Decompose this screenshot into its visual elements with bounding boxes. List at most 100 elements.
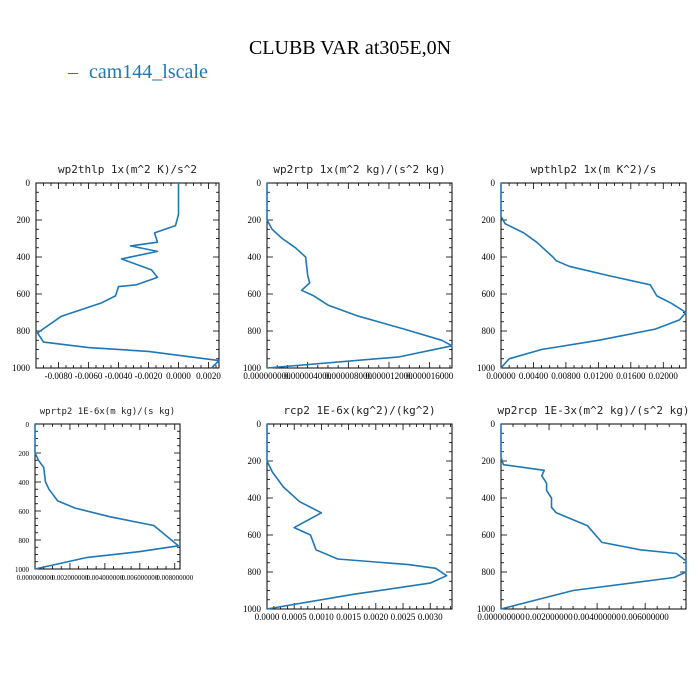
- x-tick-label: 0.000004000: [284, 371, 332, 381]
- panels: wp2thlp 1x(m^2 K)/s^2 0 200 400 600 800 1000 -0…: [12, 163, 690, 622]
- panel-title: wp2rtp 1x(m^2 kg)/(s^2 kg): [273, 163, 445, 176]
- y-tick-label: 600: [248, 530, 262, 540]
- x-tick-label: -0.0060: [75, 371, 103, 381]
- panel-title: rcp2 1E-6x(kg^2)/(kg^2): [283, 404, 435, 417]
- y-tick-label: 0: [491, 419, 496, 429]
- y-tick-label: 1000: [12, 363, 31, 373]
- plot-frame: [266, 423, 453, 610]
- panel-4: wprtp2 1E-6x(m kg)/(s kg) 0 200 400 600 800 10…: [15, 407, 194, 582]
- x-tick-label: 0.01600: [616, 371, 646, 381]
- series-line: [500, 183, 687, 369]
- series-line: [266, 424, 448, 610]
- y-tick-label: 200: [17, 215, 31, 225]
- y-tick-label: 600: [248, 289, 262, 299]
- x-tick-label: 0.000012000: [365, 371, 413, 381]
- legend-label: cam144_lscale: [89, 61, 208, 83]
- y-tick-label: 200: [482, 215, 496, 225]
- x-tick-label: -0.0020: [135, 371, 163, 381]
- plot-frame: [34, 423, 181, 570]
- y-tick-label: 400: [482, 493, 496, 503]
- x-tick-label: 0.004000000: [87, 574, 124, 582]
- x-tick-label: 0.000016000: [406, 371, 454, 381]
- x-tick-label: 0.0030: [418, 612, 443, 622]
- panel-5: rcp2 1E-6x(kg^2)/(kg^2) 0 200 400 600 800 1000…: [243, 404, 453, 622]
- legend-marker: –: [67, 61, 79, 83]
- y-tick-label: 600: [482, 530, 496, 540]
- x-tick-label: 0.0020: [196, 371, 221, 381]
- panel-1: wp2thlp 1x(m^2 K)/s^2 0 200 400 600 800 1000 -0…: [12, 163, 221, 381]
- y-tick-label: 200: [248, 456, 262, 466]
- x-tick-label: 0.0025: [391, 612, 416, 622]
- x-tick-label: 0.00400: [519, 371, 549, 381]
- series-line: [36, 183, 220, 369]
- x-tick-label: 0.00800: [551, 371, 581, 381]
- x-tick-label: 0.0005: [282, 612, 307, 622]
- y-tick-label: 600: [17, 289, 31, 299]
- x-tick-label: 0.002000000: [52, 574, 89, 582]
- y-tick-label: 400: [248, 252, 262, 262]
- panel-title: wpthlp2 1x(m K^2)/s: [531, 163, 657, 176]
- x-tick-label: 0.0020: [363, 612, 388, 622]
- x-tick-label: 0.000008000: [325, 371, 373, 381]
- plot-frame: [500, 182, 687, 369]
- y-tick-label: 800: [482, 567, 496, 577]
- y-tick-label: 200: [19, 450, 30, 458]
- y-tick-label: 0: [257, 419, 262, 429]
- series-line: [500, 424, 687, 610]
- y-tick-label: 0: [26, 421, 30, 429]
- x-tick-label: 0.000000000: [477, 612, 525, 622]
- y-tick-label: 1000: [243, 363, 262, 373]
- x-tick-label: 0.0000: [166, 371, 191, 381]
- y-tick-label: 800: [248, 326, 262, 336]
- y-tick-label: 1000: [477, 363, 496, 373]
- y-tick-label: 200: [482, 456, 496, 466]
- y-tick-label: 600: [482, 289, 496, 299]
- y-tick-label: 800: [19, 537, 30, 545]
- x-tick-label: 0.01200: [584, 371, 614, 381]
- y-tick-label: 1000: [477, 604, 496, 614]
- series-line: [266, 183, 453, 369]
- panel-title: wp2rcp 1E-3x(m^2 kg)/(s^2 kg): [497, 404, 689, 417]
- plot-frame: [35, 182, 220, 369]
- figure-title: CLUBB VAR at305E,0N: [249, 37, 451, 59]
- x-tick-label: 0.0000: [255, 612, 280, 622]
- plot-frame: [266, 182, 453, 369]
- x-tick-label: 0.006000000: [622, 612, 670, 622]
- y-tick-label: 1000: [15, 566, 30, 574]
- panel-2: wp2rtp 1x(m^2 kg)/(s^2 kg) 0 200 400 600 800 1…: [243, 163, 454, 381]
- x-tick-label: -0.0080: [45, 371, 73, 381]
- y-tick-label: 400: [248, 493, 262, 503]
- y-tick-label: 400: [19, 479, 30, 487]
- series-line: [34, 424, 180, 570]
- y-tick-label: 400: [17, 252, 31, 262]
- y-tick-label: 800: [248, 567, 262, 577]
- y-tick-label: 0: [257, 178, 262, 188]
- y-tick-label: 600: [19, 508, 30, 516]
- x-tick-label: 0.00000: [486, 371, 516, 381]
- plot-frame: [500, 423, 687, 610]
- x-tick-label: 0.006000000: [121, 574, 158, 582]
- x-tick-label: 0.008000000: [156, 574, 193, 582]
- x-tick-label: 0.0015: [336, 612, 361, 622]
- x-tick-label: 0.004000000: [573, 612, 621, 622]
- legend: – cam144_lscale: [67, 61, 208, 83]
- x-tick-label: -0.0040: [105, 371, 133, 381]
- y-tick-label: 1000: [243, 604, 262, 614]
- x-tick-label: 0.000000000: [17, 574, 54, 582]
- y-tick-label: 800: [17, 326, 31, 336]
- panel-title: wprtp2 1E-6x(m kg)/(s kg): [40, 407, 175, 417]
- panel-3: wpthlp2 1x(m K^2)/s020040060080010000.00…: [477, 163, 687, 381]
- y-tick-label: 800: [482, 326, 496, 336]
- panel-6: wp2rcp 1E-3x(m^2 kg)/(s^2 kg)0 200 400 600 8…: [477, 404, 690, 622]
- y-tick-label: 200: [248, 215, 262, 225]
- x-tick-label: 0.000000000: [243, 371, 291, 381]
- x-tick-label: 0.02000: [649, 371, 679, 381]
- x-tick-label: 0.002000000: [525, 612, 573, 622]
- y-tick-label: 0: [491, 178, 496, 188]
- panel-title: wp2thlp 1x(m^2 K)/s^2: [58, 163, 197, 176]
- y-tick-label: 400: [482, 252, 496, 262]
- x-tick-label: 0.0010: [309, 612, 334, 622]
- y-tick-label: 0: [26, 178, 31, 188]
